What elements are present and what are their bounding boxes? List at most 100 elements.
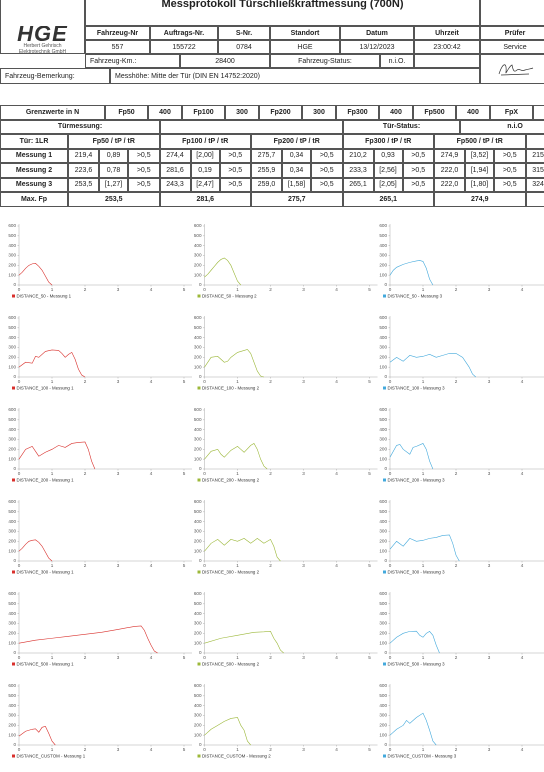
value-cell: [2,05]	[373, 177, 403, 192]
x-tick-label: 2	[84, 287, 87, 292]
value-cell: >0,5	[311, 177, 343, 192]
limit-value: 400	[379, 105, 413, 120]
x-tick-label: 1	[422, 287, 425, 292]
x-tick-label: 3	[488, 379, 491, 384]
y-tick-label: 600	[379, 591, 387, 596]
y-tick-label: 500	[379, 693, 387, 698]
y-tick-label: 600	[194, 683, 202, 688]
field-value: 23:00:42	[414, 40, 480, 54]
field-value: Service	[480, 40, 544, 54]
x-tick-label: 1	[236, 747, 239, 752]
y-tick-label: 600	[194, 223, 202, 228]
x-tick-label: 3	[117, 379, 120, 384]
x-tick-label: 2	[269, 747, 272, 752]
x-tick-label: 5	[368, 655, 371, 660]
x-tick-label: 0	[18, 655, 21, 660]
value-cell: [1,58]	[282, 177, 311, 192]
y-tick-label: 200	[194, 631, 202, 636]
x-tick-label: 2	[84, 655, 87, 660]
legend-swatch	[12, 570, 15, 574]
value-cell: >0,5	[494, 177, 526, 192]
x-tick-label: 2	[84, 563, 87, 568]
y-tick-label: 600	[379, 407, 387, 412]
legend-label: DISTANCE_200 - Messung 3	[388, 477, 446, 482]
value-cell: >0,5	[494, 148, 526, 163]
value-cell: 210,2	[342, 148, 374, 163]
column-header: Fp50 / tP / tR	[68, 134, 160, 149]
x-tick-label: 2	[269, 655, 272, 660]
x-tick-label: 3	[117, 655, 120, 660]
y-tick-label: 300	[194, 345, 202, 350]
y-tick-label: 400	[8, 335, 16, 340]
y-tick-label: 500	[194, 233, 202, 238]
x-tick-label: 0	[18, 287, 21, 292]
line	[389, 712, 437, 746]
x-tick-label: 0	[18, 471, 21, 476]
x-tick-label: 4	[521, 471, 524, 476]
x-tick-label: 2	[455, 655, 458, 660]
line	[18, 725, 56, 746]
x-tick-label: 4	[335, 563, 338, 568]
x-tick-label: 0	[203, 471, 206, 476]
value-cell: [1,80]	[465, 177, 494, 192]
y-tick-label: 0	[384, 742, 387, 747]
y-tick-label: 600	[194, 315, 202, 320]
value-cell: [2,00]	[190, 148, 220, 163]
field-label: Uhrzeit	[414, 26, 480, 40]
limit-name: Fp200	[259, 105, 302, 120]
y-tick-label: 100	[194, 456, 202, 461]
field-label: Prüfer	[480, 26, 544, 40]
y-tick-label: 500	[379, 601, 387, 606]
line	[204, 443, 268, 470]
value-cell: >0,5	[402, 177, 434, 192]
y-tick-label: 0	[384, 558, 387, 563]
y-tick-label: 300	[194, 621, 202, 626]
value-cell: 255,9	[251, 163, 282, 178]
column-header: Fp500 / tP / tR	[434, 134, 526, 149]
value-cell: 222,0	[434, 177, 465, 192]
x-tick-label: 5	[183, 747, 186, 752]
x-tick-label: 1	[236, 287, 239, 292]
limit-value: 400	[148, 105, 182, 120]
y-tick-label: 200	[379, 447, 387, 452]
y-tick-label: 400	[194, 427, 202, 432]
y-tick-label: 400	[194, 519, 202, 524]
legend-swatch	[197, 478, 201, 482]
legend-label: DISTANCE_CUSTOM - Messung 2	[202, 753, 271, 758]
x-tick-label: 1	[236, 655, 239, 660]
legend-swatch	[12, 662, 15, 666]
y-tick-label: 0	[199, 374, 202, 379]
legend-label: DISTANCE_50 - Messung 3	[388, 293, 443, 298]
y-tick-label: 500	[379, 233, 387, 238]
legend-swatch	[197, 754, 201, 758]
x-tick-label: 4	[335, 655, 338, 660]
x-tick-label: 0	[18, 747, 21, 752]
value-cell: 324,0	[525, 177, 544, 192]
door: Tür: 1LR	[0, 134, 68, 149]
legend-label: DISTANCE_300 - Messung 1	[17, 569, 75, 574]
x-tick-label: 2	[269, 379, 272, 384]
value-cell: 0,34	[282, 148, 311, 163]
line	[18, 625, 158, 654]
line	[204, 631, 284, 654]
status: n.i.O.	[380, 54, 414, 68]
x-tick-label: 1	[51, 747, 54, 752]
y-tick-label: 300	[8, 529, 16, 534]
y-tick-label: 300	[8, 713, 16, 718]
logo-box: HGE Herbert Gehrisch Elektrotechnik GmbH	[0, 26, 85, 54]
y-tick-label: 500	[8, 509, 16, 514]
x-tick-label: 5	[183, 471, 186, 476]
y-tick-label: 0	[13, 650, 16, 655]
legend-label: DISTANCE_100 - Messung 2	[202, 385, 260, 390]
x-tick-label: 0	[389, 287, 392, 292]
x-tick-label: 3	[488, 655, 491, 660]
x-tick-label: 1	[422, 747, 425, 752]
max-cell: 253,5	[68, 192, 160, 207]
x-tick-label: 3	[488, 747, 491, 752]
signature-box	[480, 54, 544, 84]
x-tick-label: 3	[117, 471, 120, 476]
y-tick-label: 600	[8, 407, 16, 412]
legend-swatch	[383, 754, 386, 758]
line	[389, 353, 476, 378]
value-cell: 0,78	[99, 163, 128, 178]
